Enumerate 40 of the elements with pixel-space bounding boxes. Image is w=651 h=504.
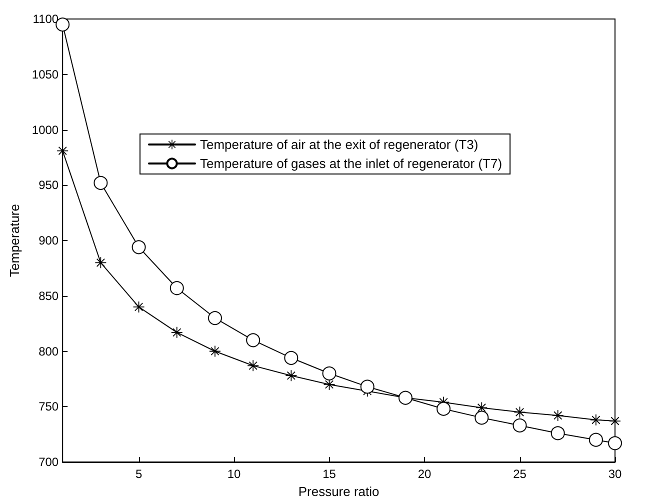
- point: [286, 370, 297, 382]
- x-tick-label: 30: [608, 467, 622, 481]
- point: [171, 326, 182, 338]
- x-axis-title: Pressure ratio: [298, 484, 380, 499]
- y-tick-label: 800: [38, 344, 59, 358]
- point: [132, 240, 146, 254]
- point: [512, 418, 527, 432]
- point: [360, 380, 374, 394]
- y-tick-label: 850: [38, 288, 59, 303]
- point: [590, 414, 602, 426]
- y-tick-label: 700: [38, 455, 59, 469]
- legend-label: Temperature of gases at the inlet of regenerator (T7): [200, 156, 502, 171]
- point: [550, 426, 565, 440]
- point: [284, 350, 298, 365]
- y-tick-label: 750: [38, 400, 59, 414]
- y-tick-label: 1100: [32, 12, 59, 26]
- x-tick-label: 15: [322, 467, 336, 481]
- x-tick-label: 5: [135, 467, 142, 481]
- point: [514, 406, 526, 418]
- point: [322, 366, 336, 380]
- x-tick-label: 10: [227, 467, 242, 481]
- legend-label: Temperature of air at the exit of regenerator (T3): [200, 137, 478, 152]
- point: [170, 281, 184, 296]
- point: [94, 176, 108, 190]
- point: [436, 402, 451, 416]
- y-tick-label: 1000: [32, 122, 59, 137]
- x-tick-label: 25: [513, 467, 527, 481]
- point: [588, 432, 603, 447]
- point: [608, 436, 622, 450]
- point: [248, 360, 259, 372]
- point: [552, 410, 564, 421]
- y-tick-label: 1050: [32, 67, 59, 82]
- point: [474, 410, 489, 425]
- point: [610, 416, 620, 427]
- x-tick-label: 20: [418, 467, 432, 481]
- y-axis-title: Temperature: [7, 204, 22, 277]
- point: [208, 311, 222, 326]
- y-tick-label: 900: [38, 234, 59, 248]
- y-tick-label: 950: [38, 178, 59, 192]
- point: [246, 333, 260, 348]
